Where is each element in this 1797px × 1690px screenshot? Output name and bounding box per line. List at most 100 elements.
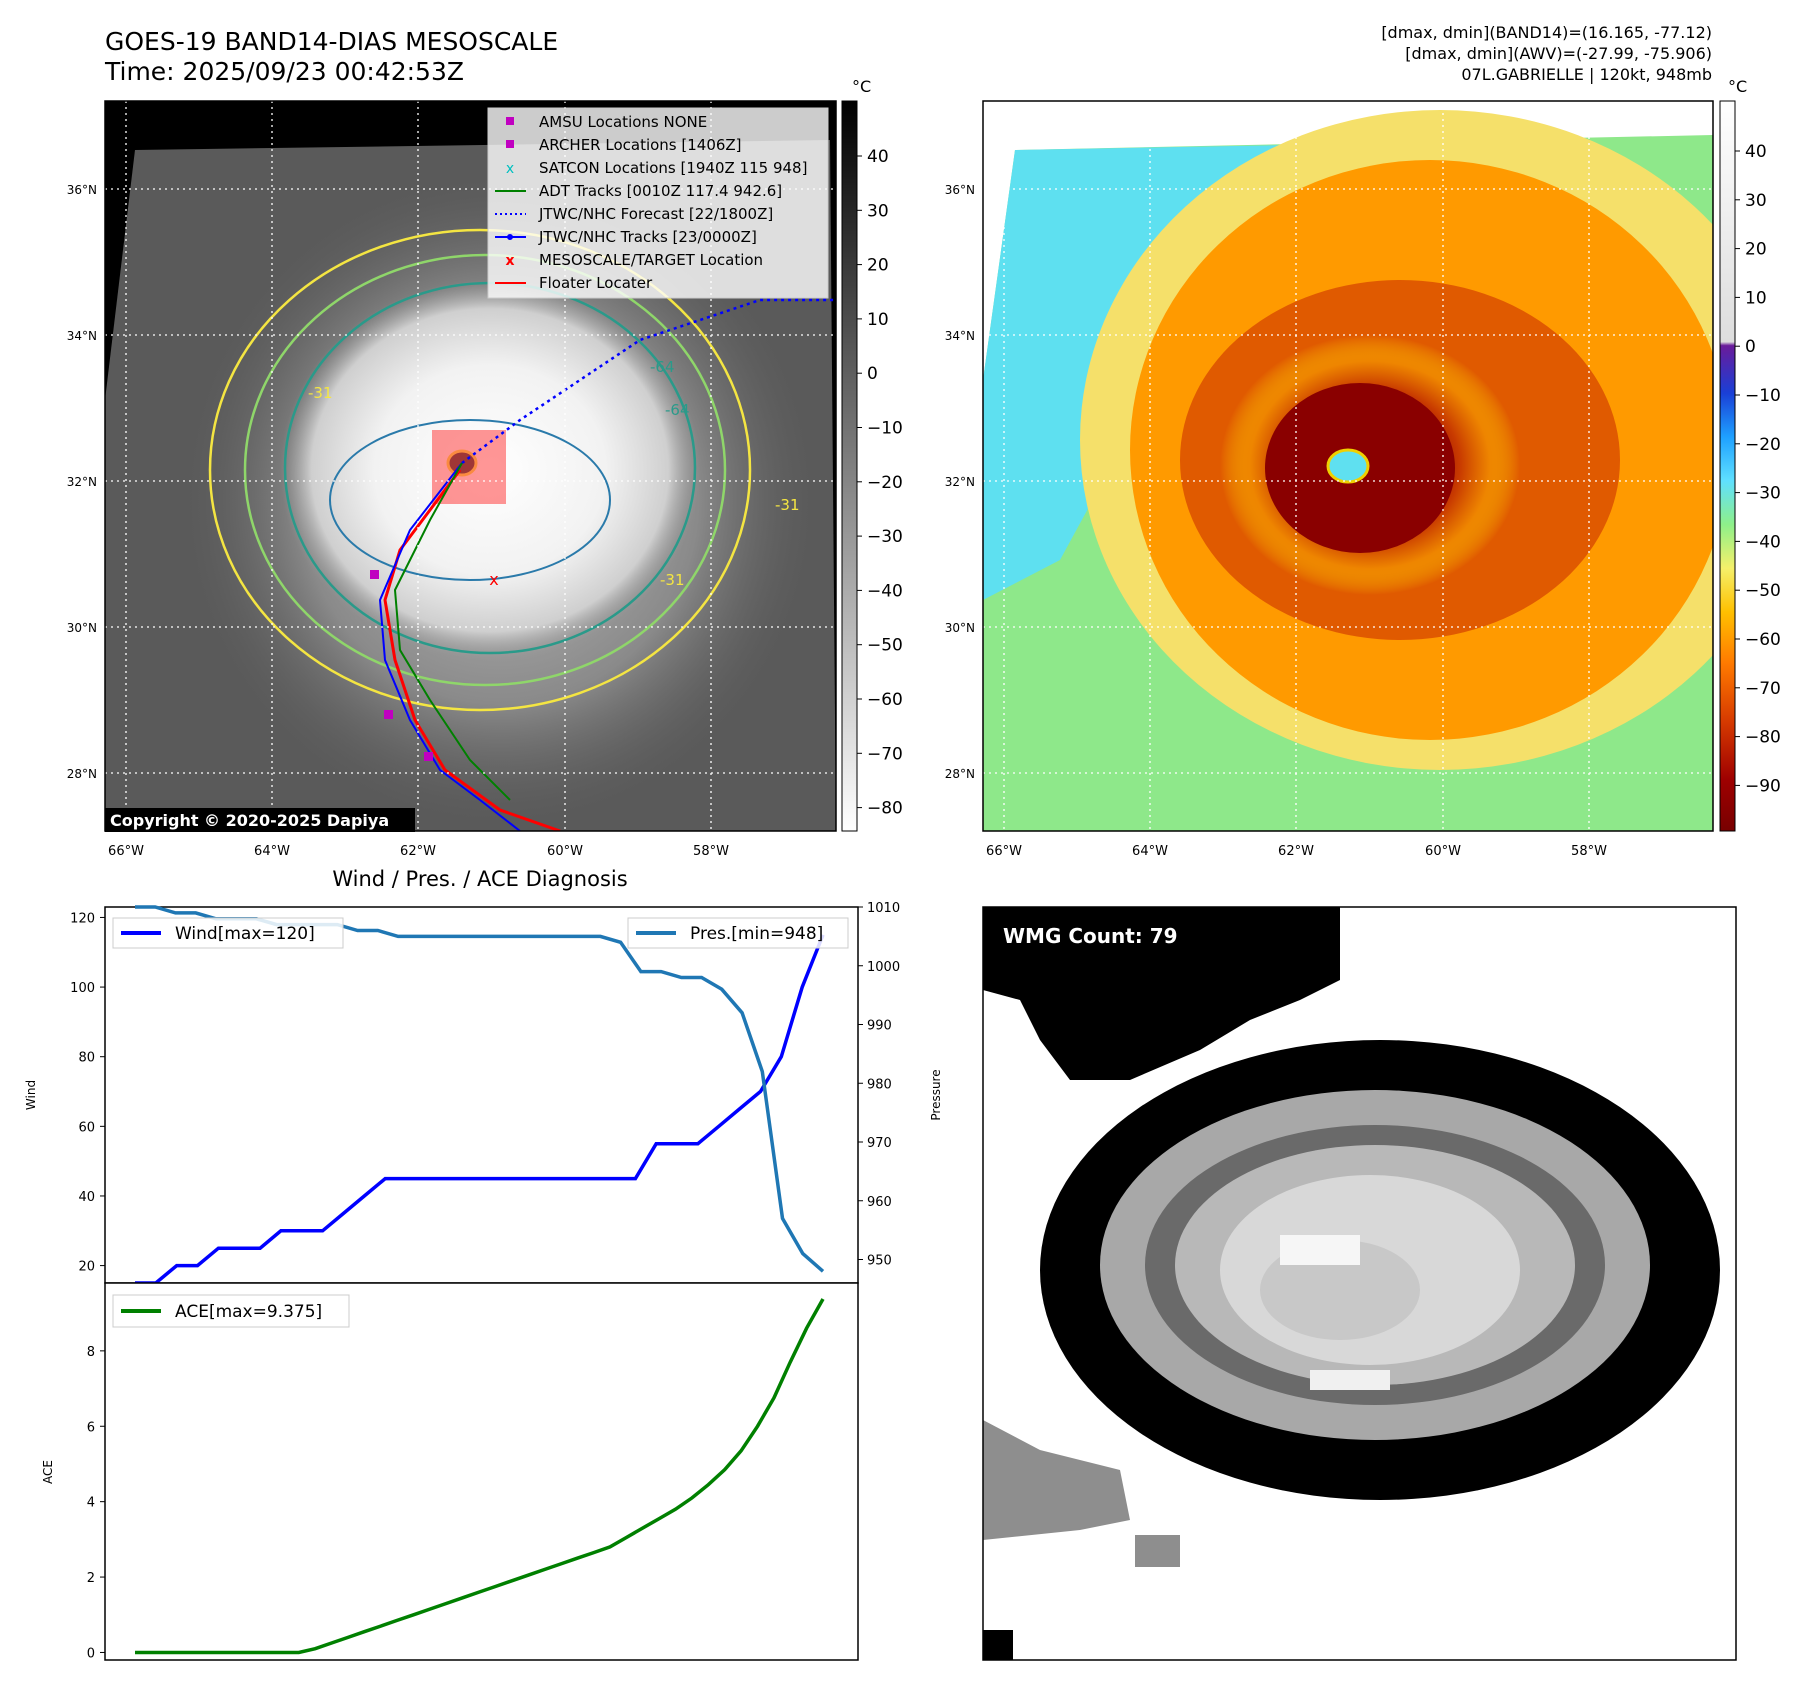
wind-tick-label: 60	[78, 1120, 95, 1135]
lon-tick: 66°W	[108, 844, 144, 859]
info-line-3: 07L.GABRIELLE | 120kt, 948mb	[1461, 65, 1712, 84]
wind-tick-label: 80	[78, 1051, 95, 1066]
colorbar-tick-label: −40	[867, 581, 903, 601]
lat-tick: 32°N	[67, 475, 97, 489]
contour-label: -31	[775, 496, 800, 514]
pressure-axis-label: Pressure	[929, 1069, 943, 1120]
floater-track	[383, 469, 561, 831]
contour-label: -31	[660, 571, 685, 589]
wind-legend: Wind[max=120]	[175, 924, 315, 944]
pressure-legend: Pres.[min=948]	[690, 924, 823, 944]
colorbar-tick-label: −60	[867, 690, 903, 710]
dias-map-panel	[982, 100, 1714, 832]
ace-axis-label: ACE	[41, 1460, 55, 1484]
lon-tick: 62°W	[1278, 844, 1314, 859]
colorbar-tick-label: 40	[867, 147, 889, 167]
colorbar-tick-label: −30	[1745, 484, 1781, 504]
pressure-tick-label: 980	[867, 1077, 892, 1092]
lon-tick: 58°W	[1571, 844, 1607, 859]
wmg-panel: WMG Count: 79	[982, 906, 1737, 1661]
colorbar-tick-label: 40	[1745, 142, 1767, 162]
lat-tick: 34°N	[945, 329, 975, 343]
legend-label: ARCHER Locations [1406Z]	[539, 136, 742, 154]
colorbar-tick-label: 30	[867, 201, 889, 221]
pressure-tick-label: 1010	[867, 901, 900, 916]
best-track	[378, 462, 521, 831]
colorbar-tick-label: −60	[1745, 630, 1781, 650]
colorbar-tick-label: −10	[867, 419, 903, 439]
legend-label: AMSU Locations NONE	[539, 113, 707, 131]
lon-tick: 62°W	[400, 844, 436, 859]
forecast-track	[461, 298, 836, 465]
wind-series-line	[135, 934, 825, 1285]
archer-marker	[370, 570, 379, 579]
wind-tick-label: 20	[78, 1260, 95, 1275]
lat-tick: 34°N	[67, 329, 97, 343]
wind-pres-chart: Wind Pressure 20 40 60 80 100 120 950 960 970 98…	[24, 901, 943, 1285]
pressure-tick-label: 990	[867, 1019, 892, 1034]
wind-tick-label: 40	[78, 1190, 95, 1205]
figure-title-line2: Time: 2025/09/23 00:42:53Z	[104, 57, 464, 86]
colorbar-tick-label: −30	[867, 527, 903, 547]
colorbar-tick-label: 30	[1745, 191, 1767, 211]
colorbar-unit: °C	[1728, 77, 1747, 96]
colorbar-tick-label: −20	[1745, 435, 1781, 455]
pressure-tick-label: 960	[867, 1195, 892, 1210]
pressure-tick-label: 1000	[867, 960, 900, 975]
lat-tick: 30°N	[67, 621, 97, 635]
colorbar-tick-label: −40	[1745, 532, 1781, 552]
colorbar-tick-label: 0	[867, 364, 878, 384]
lon-tick: 58°W	[693, 844, 729, 859]
wind-axis-label: Wind	[24, 1080, 38, 1110]
ace-tick-label: 2	[87, 1571, 95, 1586]
ace-tick-label: 4	[87, 1496, 95, 1511]
lon-tick: 60°W	[547, 844, 583, 859]
figure-title-line1: GOES-19 BAND14-DIAS MESOSCALE	[105, 27, 558, 56]
ace-chart: ACE 0 2 4 6 8 ACE[max=9.375]	[41, 1282, 859, 1661]
legend-label: SATCON Locations [1940Z 115 948]	[539, 159, 807, 177]
wind-tick-label: 120	[70, 911, 95, 926]
lon-tick: 64°W	[1132, 844, 1168, 859]
target-marker: x	[489, 570, 498, 589]
colorbar-gray: °C 40 30 20 10 0 −10 −20 −30 −40 −50 −60 −70 −80	[841, 77, 903, 832]
colorbar-tick-label: −10	[1745, 386, 1781, 406]
legend-label: ADT Tracks [0010Z 117.4 942.6]	[539, 182, 782, 200]
colorbar-tick-label: −50	[867, 636, 903, 656]
wind-tick-label: 100	[70, 981, 95, 996]
archer-marker	[424, 752, 433, 761]
legend-label: JTWC/NHC Tracks [23/0000Z]	[538, 228, 757, 246]
wmg-count-label: WMG Count: 79	[1003, 924, 1178, 948]
adt-track	[393, 462, 511, 801]
pressure-tick-label: 970	[867, 1136, 892, 1151]
colorbar-tick-label: 20	[867, 256, 889, 276]
colorbar-tick-label: 10	[867, 310, 889, 330]
colorbar-tick-label: −70	[1745, 679, 1781, 699]
diag-title: Wind / Pres. / ACE Diagnosis	[332, 867, 627, 891]
lat-tick: 28°N	[67, 767, 97, 781]
lat-tick: 36°N	[945, 183, 975, 197]
legend-label: MESOSCALE/TARGET Location	[539, 251, 763, 269]
colorbar-tick-label: −50	[1745, 581, 1781, 601]
colorbar-tick-label: −20	[867, 473, 903, 493]
info-line-1: [dmax, dmin](BAND14)=(16.165, -77.12)	[1381, 23, 1712, 42]
svg-text:x: x	[506, 161, 514, 177]
pressure-tick-label: 950	[867, 1254, 892, 1269]
colorbar-tick-label: 10	[1745, 288, 1767, 308]
archer-marker	[384, 710, 393, 719]
colorbar-tick-label: 0	[1745, 337, 1756, 357]
ace-series-line	[135, 1298, 825, 1655]
ace-tick-label: 6	[87, 1420, 95, 1435]
contour-label: -31	[308, 384, 333, 402]
copyright-label: Copyright © 2020-2025 Dapiya	[110, 811, 389, 830]
ace-legend: ACE[max=9.375]	[175, 1302, 322, 1322]
legend-label: Floater Locater	[539, 274, 653, 292]
lat-tick: 30°N	[945, 621, 975, 635]
lat-tick: 32°N	[945, 475, 975, 489]
colorbar-tick-label: −90	[1745, 776, 1781, 796]
colorbar-color: °C 40 30 20 10 0 −10 −20 −30 −40 −50 −60 −70 −80 −90	[1719, 77, 1781, 832]
colorbar-tick-label: −80	[867, 799, 903, 819]
contour-label: -64	[665, 401, 690, 419]
map-legend: AMSU Locations NONE ARCHER Locations [14…	[487, 107, 829, 299]
info-line-2: [dmax, dmin](AWV)=(-27.99, -75.906)	[1405, 44, 1712, 63]
